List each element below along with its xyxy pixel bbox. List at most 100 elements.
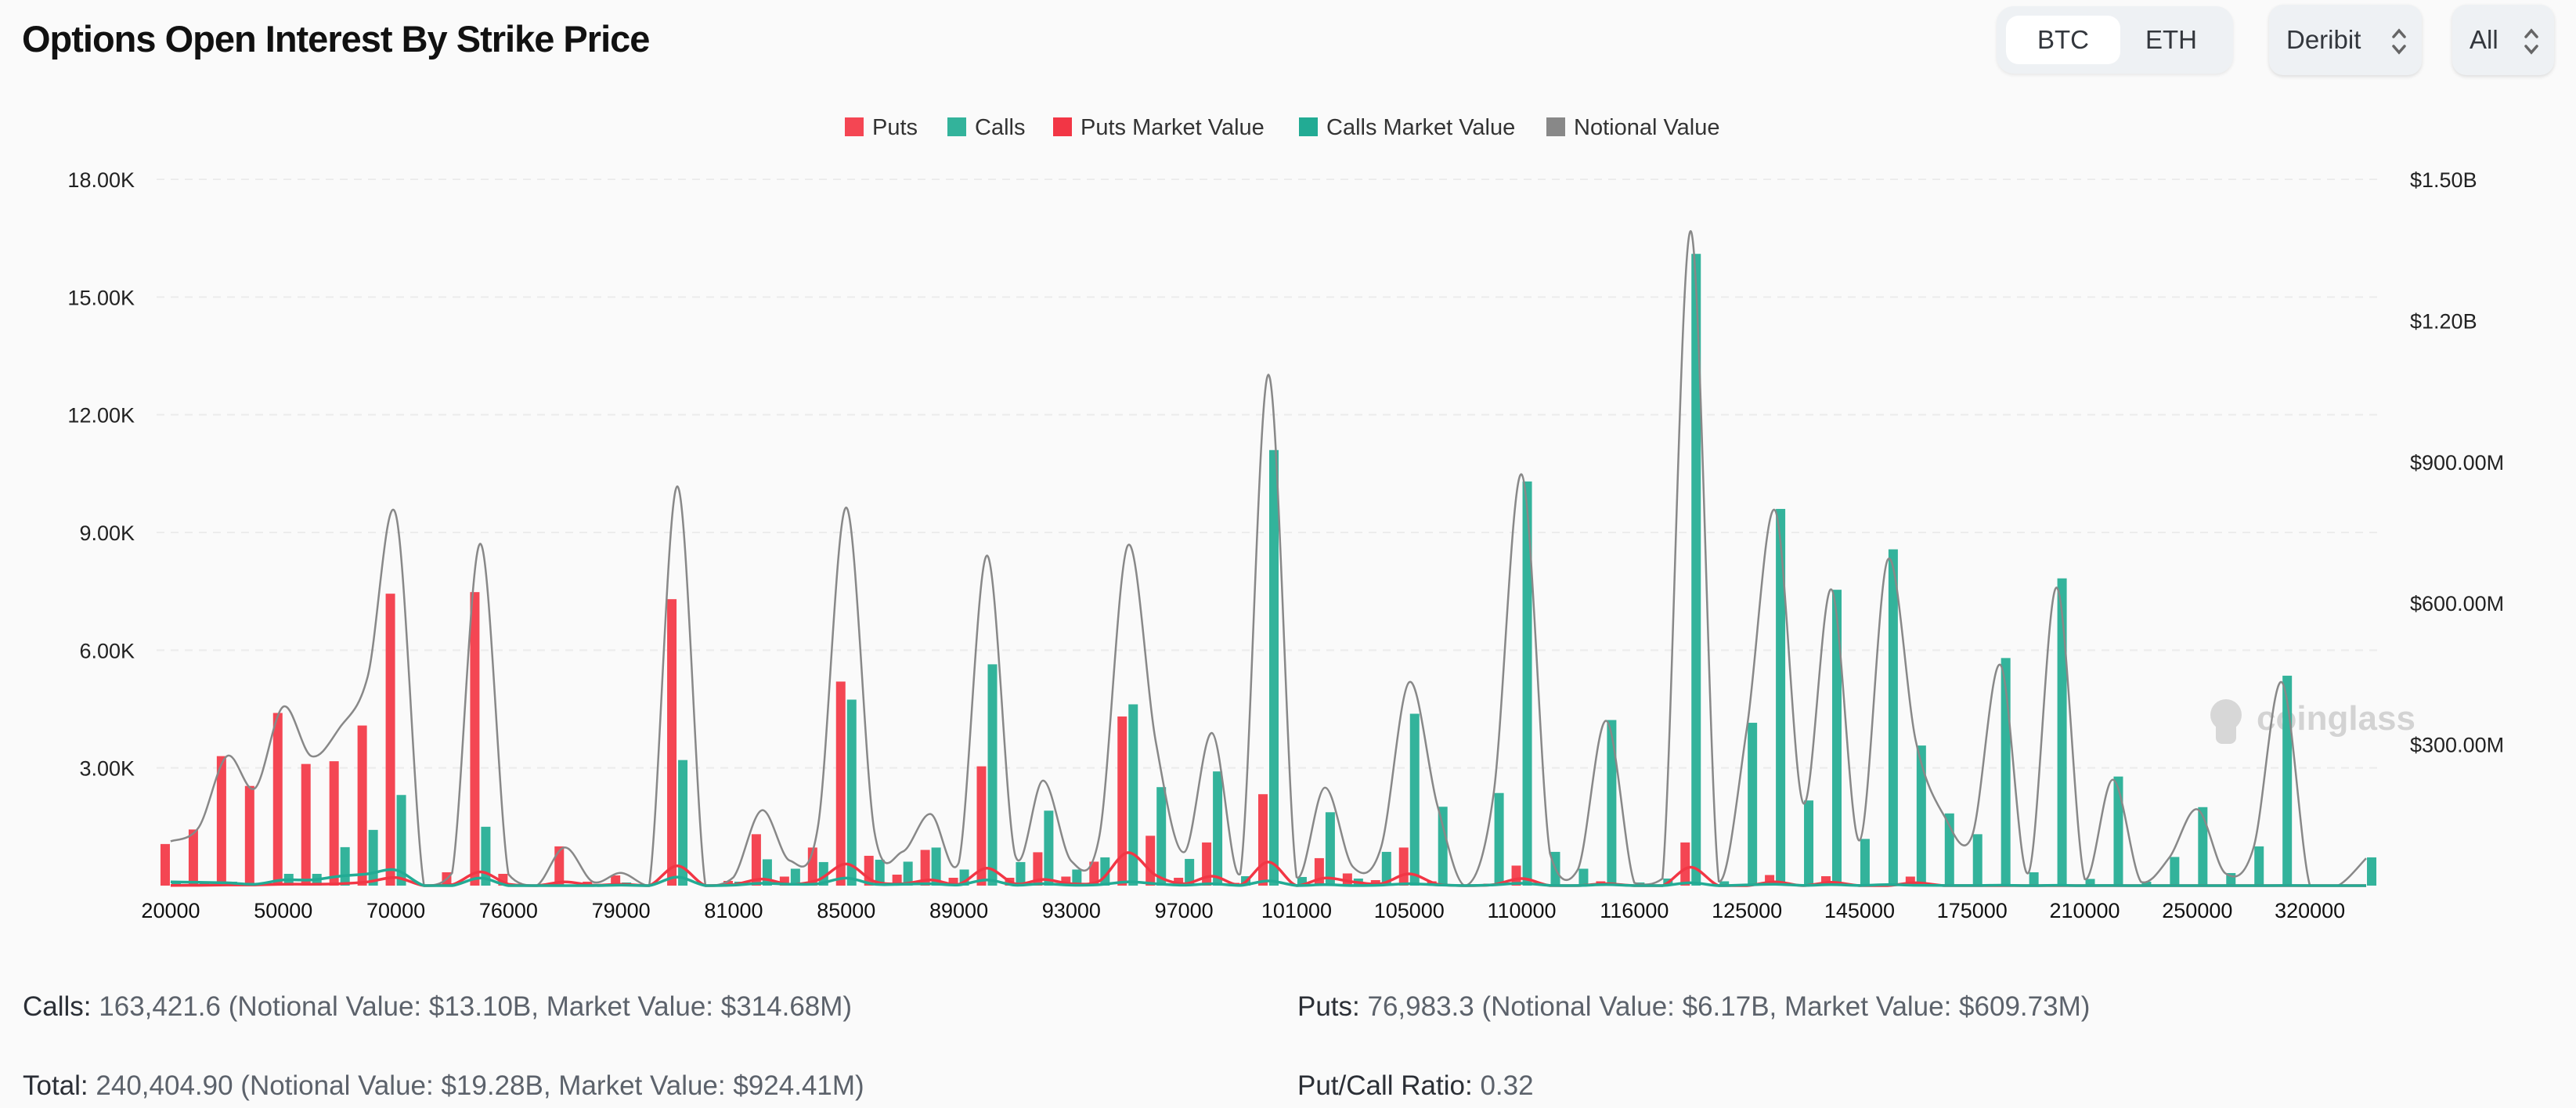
- x-tick-label: 175000: [1937, 899, 2008, 922]
- calls-bar: [396, 795, 406, 886]
- legend-label: Puts: [872, 115, 918, 140]
- x-tick-label: 93000: [1042, 899, 1101, 922]
- chart-legend: Puts Calls Puts Market Value Calls Market V…: [845, 115, 1719, 140]
- calls-bar: [1213, 771, 1223, 886]
- y-right-tick-label: $600.00M: [2410, 592, 2504, 615]
- calls-bar: [2367, 857, 2377, 886]
- puts-bar: [272, 713, 283, 886]
- y-left-tick-label: 18.00K: [67, 168, 135, 192]
- puts-bar: [244, 785, 254, 886]
- puts-bar: [1398, 847, 1409, 886]
- x-tick-label: 125000: [1712, 899, 1782, 922]
- puts-summary-label: Puts:: [1297, 991, 1360, 1022]
- x-tick-label: 210000: [2049, 899, 2120, 922]
- legend-item[interactable]: Puts Market Value: [1053, 115, 1265, 140]
- put-call-ratio: Put/Call Ratio: 0.32: [1297, 1070, 1534, 1102]
- expiry-select-value: All: [2470, 25, 2498, 54]
- x-tick-label: 101000: [1261, 899, 1332, 922]
- puts-bar: [1033, 852, 1043, 886]
- calls-bar: [481, 826, 491, 886]
- puts-bar: [301, 763, 311, 886]
- total-summary-label: Total:: [23, 1070, 88, 1101]
- calls-bar: [340, 846, 350, 886]
- calls-bar: [846, 699, 857, 886]
- legend-swatch: [1299, 117, 1318, 136]
- calls-bar: [368, 829, 378, 886]
- x-tick-label: 110000: [1487, 899, 1556, 922]
- calls-bar: [1860, 839, 1870, 886]
- y-left-tick-label: 3.00K: [79, 757, 135, 781]
- x-tick-label: 105000: [1374, 899, 1445, 922]
- calls-bar: [678, 760, 688, 886]
- calls-bar: [762, 859, 772, 886]
- x-tick-label: 89000: [929, 899, 988, 922]
- expiry-select[interactable]: All: [2452, 5, 2554, 75]
- put-call-ratio-label: Put/Call Ratio:: [1297, 1070, 1473, 1101]
- x-tick-label: 50000: [254, 899, 312, 922]
- y-left-tick-label: 6.00K: [79, 639, 135, 662]
- calls-bar: [875, 859, 885, 886]
- legend-item[interactable]: Notional Value: [1546, 115, 1719, 140]
- calls-bar: [1044, 810, 1054, 886]
- puts-bar: [1202, 842, 1212, 886]
- legend-item[interactable]: Calls Market Value: [1299, 115, 1515, 140]
- puts-bar: [1258, 794, 1268, 886]
- coin-toggle: BTC ETH: [1997, 6, 2233, 74]
- calls-bar: [1156, 787, 1167, 886]
- puts-summary-value: 76,983.3 (Notional Value: $6.17B, Market…: [1367, 991, 2091, 1022]
- calls-bar: [171, 881, 181, 886]
- puts-bar: [160, 843, 170, 886]
- puts-bar: [554, 846, 565, 886]
- calls-bar: [1719, 881, 1730, 886]
- exchange-select[interactable]: Deribit: [2269, 5, 2422, 75]
- puts-bar: [976, 766, 987, 886]
- puts-bar: [1117, 716, 1127, 886]
- coin-option-btc[interactable]: BTC: [2006, 16, 2120, 64]
- puts-bar: [779, 876, 789, 886]
- calls-bar: [2254, 846, 2264, 886]
- coin-option-eth[interactable]: ETH: [2145, 25, 2197, 54]
- open-interest-chart: 18.00K 15.00K 12.00K 9.00K 6.00K 3.00K $1.50B $…: [67, 115, 2504, 922]
- legend-item[interactable]: Calls: [947, 115, 1025, 140]
- calls-bar: [1916, 745, 1926, 886]
- legend-label: Puts Market Value: [1081, 115, 1265, 140]
- legend-item[interactable]: Puts: [845, 115, 918, 140]
- chevron-up-down-icon: [2390, 5, 2408, 75]
- puts-bar: [1174, 877, 1184, 886]
- x-tick-label: 79000: [592, 899, 651, 922]
- coinglass-watermark: coinglass: [2210, 699, 2415, 744]
- calls-bar: [1691, 254, 1701, 886]
- calls-bar: [1409, 713, 1420, 886]
- calls-bar: [2198, 807, 2208, 886]
- calls-bar: [790, 868, 800, 886]
- calls-bar: [987, 664, 998, 886]
- y-left-tick-label: 15.00K: [67, 286, 135, 309]
- total-summary: Total: 240,404.90 (Notional Value: $19.2…: [23, 1070, 864, 1102]
- page-title: Options Open Interest By Strike Price: [22, 18, 650, 60]
- calls-bar: [1072, 869, 1082, 886]
- legend-swatch: [845, 117, 864, 136]
- calls-bar: [1494, 792, 1504, 886]
- y-right-tick-label: $900.00M: [2410, 451, 2504, 475]
- puts-bar: [188, 829, 198, 886]
- calls-bar: [2141, 881, 2152, 886]
- x-tick-label: 70000: [366, 899, 425, 922]
- puts-bar: [216, 756, 226, 886]
- calls-bar: [1776, 508, 1786, 886]
- y-right-tick-label: $1.20B: [2410, 309, 2477, 333]
- x-tick-label: 81000: [704, 899, 763, 922]
- x-tick-label: 116000: [1600, 899, 1669, 922]
- calls-bar: [2282, 675, 2293, 886]
- x-tick-label: 320000: [2275, 899, 2345, 922]
- legend-label: Calls Market Value: [1326, 115, 1515, 140]
- puts-bar: [1061, 876, 1071, 886]
- legend-swatch: [1546, 117, 1565, 136]
- calls-bar: [1972, 834, 1983, 886]
- y-left-tick-label: 9.00K: [79, 522, 135, 545]
- y-right-tick-label: $300.00M: [2410, 734, 2504, 757]
- x-tick-label: 250000: [2162, 899, 2232, 922]
- y-left-tick-label: 12.00K: [67, 404, 135, 428]
- calls-market-value-line: [170, 868, 2367, 887]
- y-right-tick-label: $1.50B: [2410, 168, 2477, 192]
- x-tick-label: 20000: [141, 899, 200, 922]
